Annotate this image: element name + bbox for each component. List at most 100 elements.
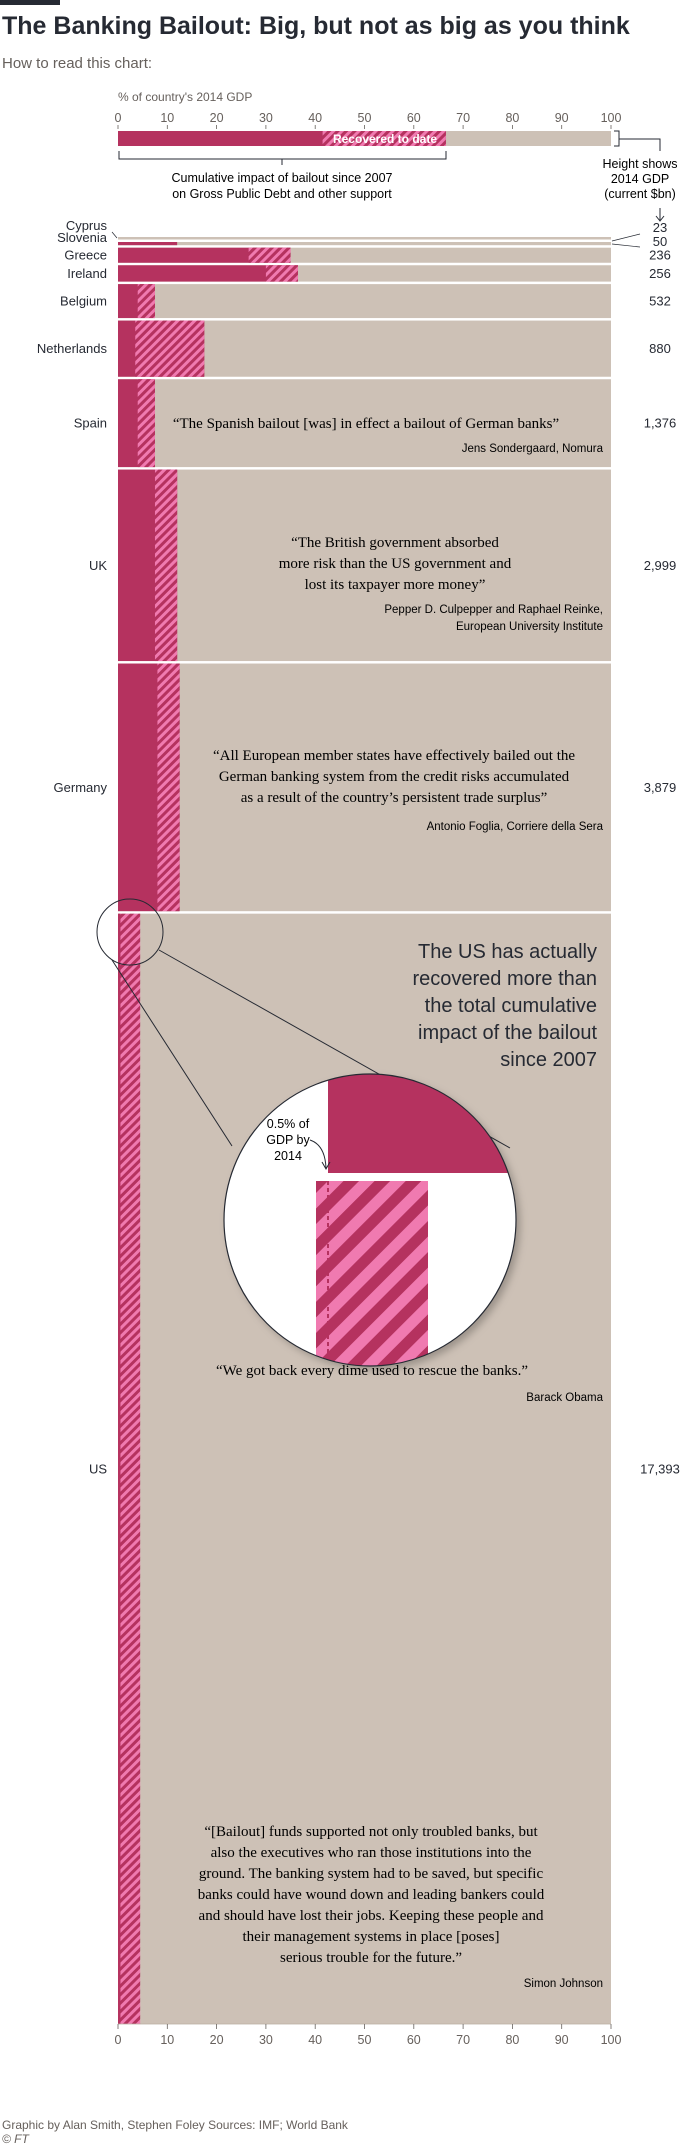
country-label: Greece xyxy=(64,248,107,263)
country-label: UK xyxy=(89,558,107,573)
quote-us-johnson-line: ground. The banking system had to be sav… xyxy=(199,1866,544,1882)
key-impact-label-2: on Gross Public Debt and other support xyxy=(172,187,392,201)
quote-uk-source: Pepper D. Culpepper and Raphael Reinke, xyxy=(384,604,603,616)
gdp-label: 256 xyxy=(649,266,671,281)
bottom-axis-ticks: 0 10 20 30 40 50 60 70 80 90 100 xyxy=(115,2023,621,2047)
key-tick-label: 0 xyxy=(115,111,122,125)
key-tick-label: 60 xyxy=(407,111,421,125)
bottom-tick-label: 30 xyxy=(259,2033,273,2047)
quote-uk-line: lost its taxpayer more money” xyxy=(305,577,486,593)
key-height-label-3: (current $bn) xyxy=(604,187,676,201)
bar-impact xyxy=(118,913,121,2025)
zoom-source-circle xyxy=(96,898,164,966)
bar-background xyxy=(118,242,611,246)
gdp-label: 1,376 xyxy=(644,416,677,431)
key-height-bracket xyxy=(614,130,661,151)
quote-spain: “The Spanish bailout [was] in effect a b… xyxy=(173,416,604,455)
bar-recovered xyxy=(137,379,155,468)
country-bar-slovenia xyxy=(118,242,611,246)
key-tick-label: 40 xyxy=(308,111,322,125)
key-impact-bracket xyxy=(118,151,447,165)
key-axis-ticks: 0 10 20 30 40 50 60 70 80 90 100 xyxy=(115,111,622,129)
country-label: Belgium xyxy=(60,294,107,309)
bar-recovered xyxy=(248,247,291,263)
bar-background xyxy=(118,284,611,319)
quote-spain-source: Jens Sondergaard, Nomura xyxy=(462,443,604,455)
bar-recovered xyxy=(154,469,178,662)
callout-line: since 2007 xyxy=(500,1049,597,1071)
bottom-tick-label: 40 xyxy=(308,2033,322,2047)
bar-impact xyxy=(118,265,298,282)
zoom-magnifier: 0.5% of GDP by 2014 xyxy=(96,898,517,1367)
quote-uk-line: “The British government absorbed xyxy=(291,535,499,551)
zoom-label-line: 0.5% of xyxy=(267,1117,310,1131)
key-bar-recovered xyxy=(322,131,446,146)
key-tick-label: 100 xyxy=(601,111,622,125)
bar-recovered xyxy=(157,663,180,912)
bottom-tick-label: 0 xyxy=(115,2033,122,2047)
quote-us-obama-text: “We got back every dime used to rescue t… xyxy=(216,1363,528,1379)
key-height-label-1: Height shows xyxy=(602,157,677,171)
key-tick-label: 80 xyxy=(505,111,519,125)
country-label: Slovenia xyxy=(57,230,108,245)
quote-uk-line: more risk than the US government and xyxy=(279,556,512,572)
country-label: Cyprus xyxy=(66,218,108,233)
quote-us-johnson-line: also the executives who ran those instit… xyxy=(211,1845,532,1861)
country-label: Spain xyxy=(74,416,107,431)
country-bar-spain xyxy=(118,379,611,468)
bar-background xyxy=(118,469,611,662)
bottom-tick-label: 80 xyxy=(505,2033,519,2047)
quote-germany-line: German banking system from the credit ri… xyxy=(219,769,570,785)
gdp-label: 3,879 xyxy=(644,780,677,795)
zoom-label-line: 2014 xyxy=(274,1149,302,1163)
gdp-label: 532 xyxy=(649,294,671,309)
quote-us-johnson-line: “[Bailout] funds supported not only trou… xyxy=(204,1824,538,1840)
country-bar-germany xyxy=(118,663,611,912)
bar-recovered xyxy=(118,913,141,2025)
gdp-label: 880 xyxy=(649,341,671,356)
bottom-tick-label: 10 xyxy=(160,2033,174,2047)
zoom-label-arrow xyxy=(309,1139,331,1171)
bar-recovered xyxy=(135,320,205,377)
quote-us-johnson-source: Simon Johnson xyxy=(524,1978,603,1990)
bottom-tick-label: 60 xyxy=(407,2033,421,2047)
key-tick-label: 70 xyxy=(456,111,470,125)
gdp-label: 236 xyxy=(649,248,671,263)
us-callout-headline: The US has actually recovered more than … xyxy=(412,941,597,1071)
quote-us-johnson: “[Bailout] funds supported not only trou… xyxy=(198,1824,603,1990)
bar-impact xyxy=(118,247,291,263)
zoom-label-line: GDP by xyxy=(266,1133,310,1147)
quote-germany: “All European member states have effecti… xyxy=(213,748,604,833)
key-impact-label-1: Cumulative impact of bailout since 2007 xyxy=(172,171,393,185)
footer-publisher: © FT xyxy=(2,2132,29,2146)
quote-uk: “The British government absorbed more ri… xyxy=(279,535,603,633)
quote-germany-line: “All European member states have effecti… xyxy=(213,748,575,764)
country-bar-netherlands xyxy=(118,320,611,377)
bar-background xyxy=(118,379,611,468)
country-bar-ireland xyxy=(118,265,611,282)
page-title: The Banking Bailout: Big, but not as big… xyxy=(2,12,630,40)
bar-impact xyxy=(118,242,178,246)
key-tick-label: 90 xyxy=(555,111,569,125)
bottom-tick-label: 90 xyxy=(555,2033,569,2047)
country-bar-greece xyxy=(118,247,611,263)
quote-uk-source: European University Institute xyxy=(456,621,603,633)
key-height-arrow xyxy=(655,208,665,222)
gdp-label: 17,393 xyxy=(640,1461,680,1476)
gdp-label: 23 xyxy=(653,220,667,235)
callout-line: The US has actually xyxy=(418,941,597,963)
key-axis-title: % of country's 2014 GDP xyxy=(118,90,252,104)
gdp-label: 50 xyxy=(653,234,667,249)
quote-us-obama: “We got back every dime used to rescue t… xyxy=(216,1363,604,1404)
bottom-tick-label: 50 xyxy=(358,2033,372,2047)
key-recovered-label: Recovered to date xyxy=(333,132,437,146)
country-label: Netherlands xyxy=(37,341,108,356)
key-tick-label: 50 xyxy=(358,111,372,125)
country-bar-belgium xyxy=(118,284,611,319)
country-labels: Cyprus 23 Slovenia 50 Greece 236 Ireland 256 Bel… xyxy=(37,218,680,1476)
country-label: Ireland xyxy=(67,266,107,281)
quote-us-obama-source: Barack Obama xyxy=(526,1392,603,1404)
header-rule xyxy=(0,0,60,5)
footer-credits: Graphic by Alan Smith, Stephen Foley Sou… xyxy=(2,2118,348,2132)
